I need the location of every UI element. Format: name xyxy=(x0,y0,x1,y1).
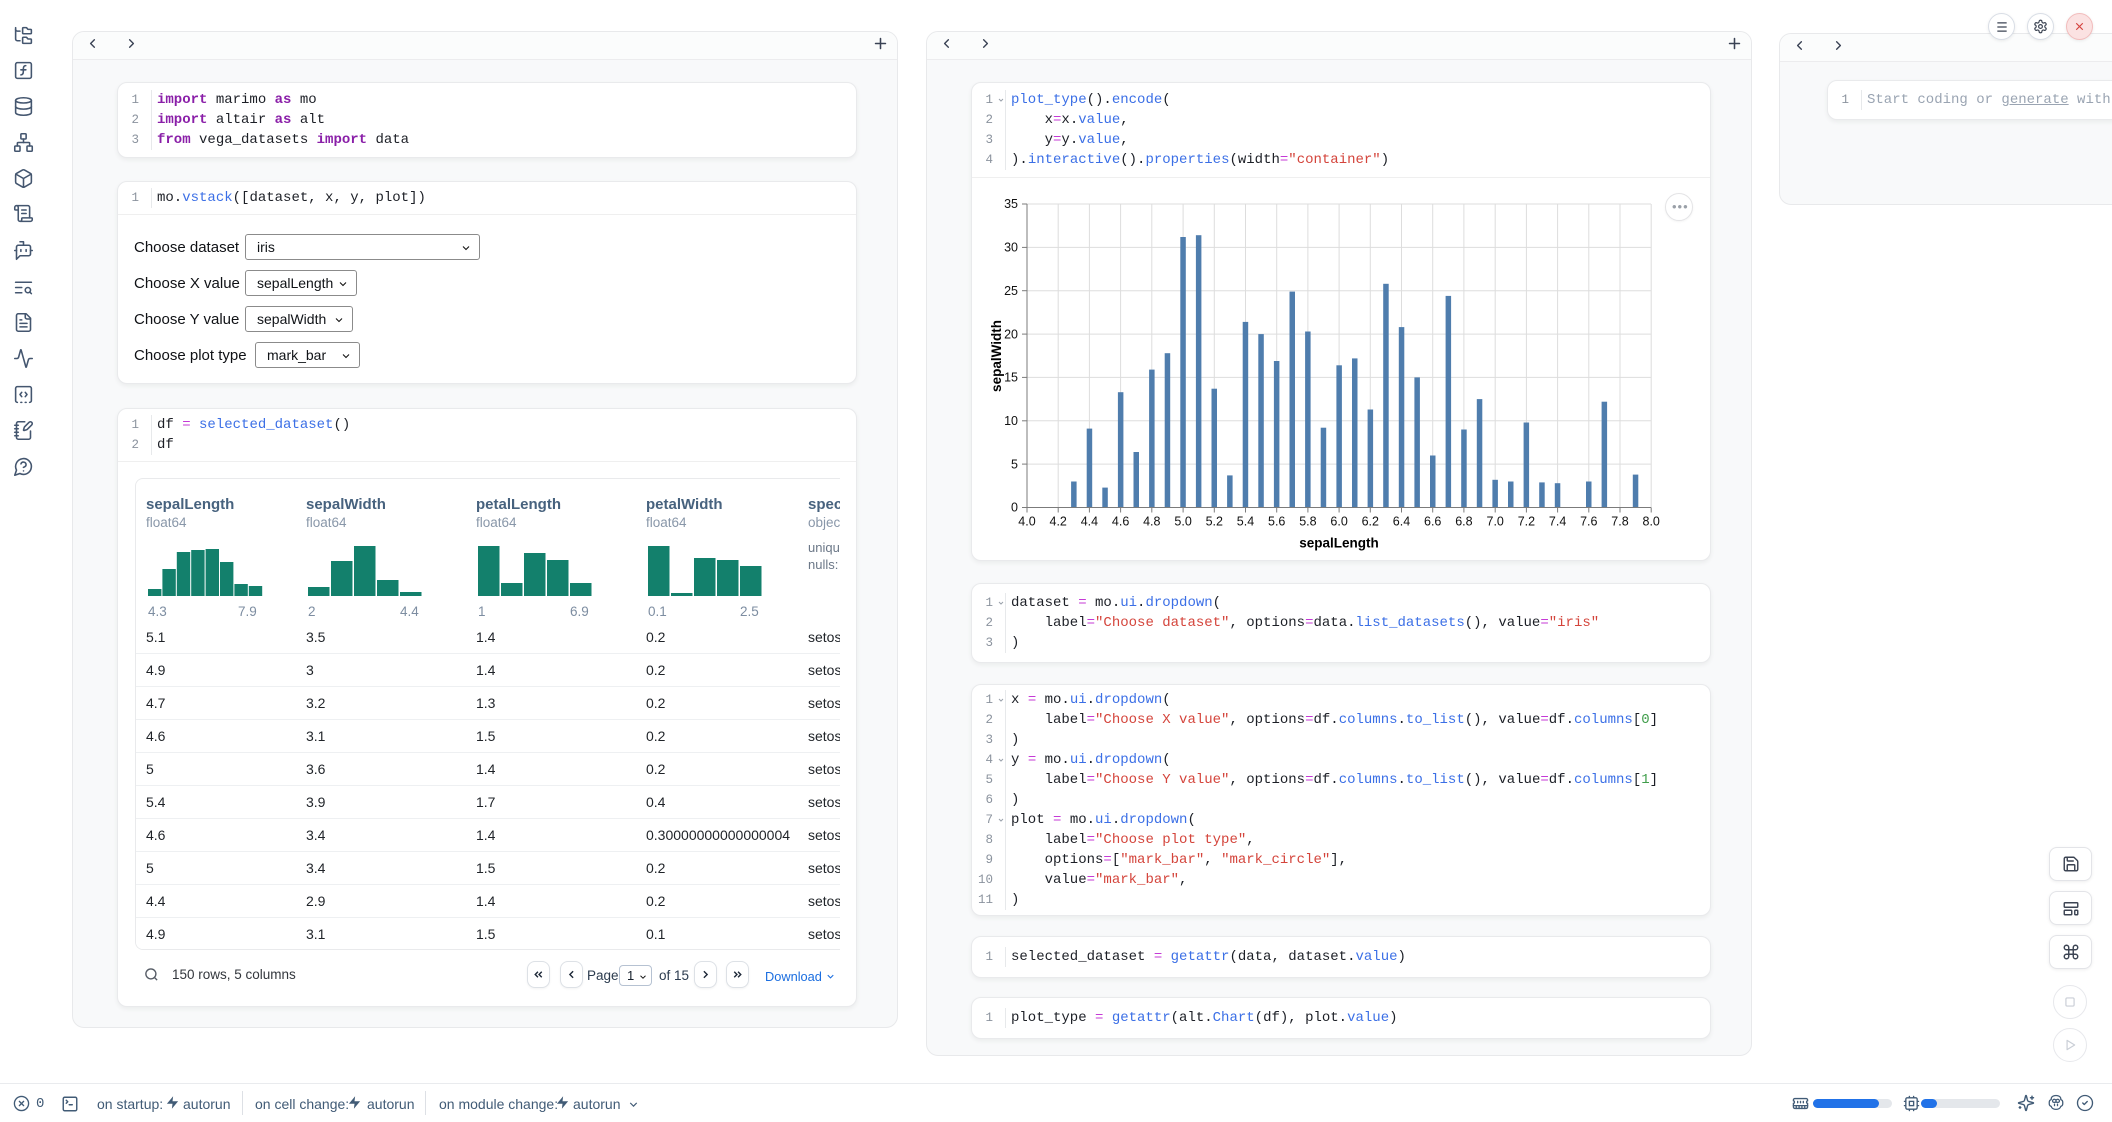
svg-text:5.0: 5.0 xyxy=(1174,515,1191,529)
svg-text:4.2: 4.2 xyxy=(1050,515,1067,529)
svg-text:sepalWidth: sepalWidth xyxy=(989,320,1004,392)
svg-text:25: 25 xyxy=(1004,284,1018,298)
svg-text:5.8: 5.8 xyxy=(1299,515,1316,529)
svg-text:4.4: 4.4 xyxy=(1081,515,1098,529)
svg-text:30: 30 xyxy=(1004,241,1018,255)
svg-text:sepalLength: sepalLength xyxy=(1299,536,1379,551)
svg-text:6.0: 6.0 xyxy=(1330,515,1347,529)
svg-text:7.4: 7.4 xyxy=(1549,515,1566,529)
svg-text:4.6: 4.6 xyxy=(1112,515,1129,529)
svg-text:4.0: 4.0 xyxy=(1018,515,1035,529)
svg-text:6.8: 6.8 xyxy=(1455,515,1472,529)
svg-text:7.8: 7.8 xyxy=(1611,515,1628,529)
svg-text:4.8: 4.8 xyxy=(1143,515,1160,529)
svg-text:7.0: 7.0 xyxy=(1487,515,1504,529)
svg-text:10: 10 xyxy=(1004,414,1018,428)
svg-text:35: 35 xyxy=(1004,197,1018,211)
svg-text:20: 20 xyxy=(1004,327,1018,341)
svg-text:6.6: 6.6 xyxy=(1424,515,1441,529)
svg-text:6.2: 6.2 xyxy=(1362,515,1379,529)
svg-text:15: 15 xyxy=(1004,371,1018,385)
svg-text:8.0: 8.0 xyxy=(1643,515,1660,529)
svg-text:6.4: 6.4 xyxy=(1393,515,1410,529)
svg-text:7.2: 7.2 xyxy=(1518,515,1535,529)
svg-text:5.6: 5.6 xyxy=(1268,515,1285,529)
svg-text:7.6: 7.6 xyxy=(1580,515,1597,529)
svg-text:5.4: 5.4 xyxy=(1237,515,1254,529)
svg-text:5.2: 5.2 xyxy=(1206,515,1223,529)
svg-text:0: 0 xyxy=(1011,501,1018,515)
svg-text:5: 5 xyxy=(1011,457,1018,471)
